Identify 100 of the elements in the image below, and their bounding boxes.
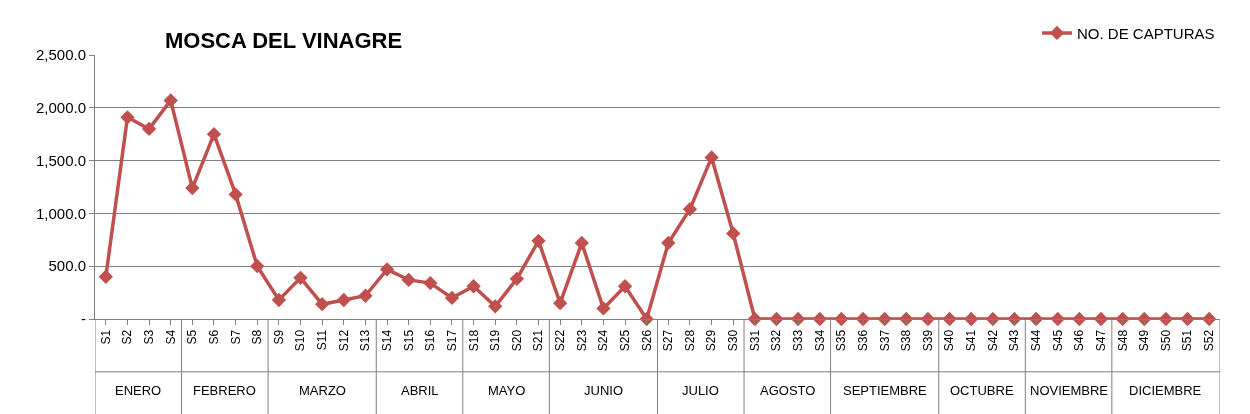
x-tick-label: S39 xyxy=(920,329,935,352)
x-tick-label: S13 xyxy=(358,329,373,352)
y-tick-label: 1,500.0 xyxy=(35,151,86,169)
point xyxy=(98,269,113,284)
x-tick-label: S45 xyxy=(1050,329,1065,352)
text: NOVIEMBRE xyxy=(1030,383,1109,398)
text: ABRIL xyxy=(401,383,439,398)
point xyxy=(531,233,546,249)
x-tick-label: S5 xyxy=(185,329,200,345)
x-tick-label: S38 xyxy=(899,329,914,352)
point xyxy=(423,275,438,291)
x-tick-label: S30 xyxy=(726,329,741,352)
x-tick-label: S2 xyxy=(120,329,135,345)
x-tick-label: S48 xyxy=(1115,329,1130,352)
text: OCTUBRE xyxy=(950,383,1014,398)
x-tick-label: S6 xyxy=(206,329,221,345)
point xyxy=(206,127,222,142)
point xyxy=(596,301,611,316)
point xyxy=(552,296,568,311)
x-tick-label: S15 xyxy=(401,329,416,352)
point xyxy=(1158,311,1174,327)
point xyxy=(574,235,589,251)
x-tick-label: S7 xyxy=(228,329,243,345)
legend-label: NO. DE CAPTURAS xyxy=(1077,24,1215,42)
point xyxy=(661,235,676,251)
x-tick-label: S1 xyxy=(98,329,113,345)
x-tick-label: S23 xyxy=(574,329,589,352)
x-tick-label: S44 xyxy=(1029,329,1044,352)
point xyxy=(704,150,719,165)
x-tick-label: S16 xyxy=(423,329,438,352)
x-tick-label: S35 xyxy=(834,329,849,352)
y-tick-label: 2,500.0 xyxy=(35,46,86,64)
x-tick-label: S24 xyxy=(596,329,611,352)
x-tick-label: S43 xyxy=(1007,329,1022,352)
y-tick-label: - xyxy=(81,310,86,328)
point xyxy=(509,271,525,287)
x-tick-label: S49 xyxy=(1137,329,1152,352)
x-tick-label: S19 xyxy=(488,329,503,352)
x-tick-label: S31 xyxy=(747,329,762,352)
text: MAYO xyxy=(488,383,526,398)
x-tick-label: S25 xyxy=(617,329,632,352)
point xyxy=(488,299,503,314)
x-tick-label: S26 xyxy=(639,329,654,352)
point xyxy=(293,270,308,285)
x-tick-label: S36 xyxy=(855,329,870,352)
point xyxy=(163,93,178,108)
x-tick-label: S3 xyxy=(141,329,156,345)
x-tick-label: S47 xyxy=(1093,329,1108,352)
point xyxy=(790,311,806,327)
x-tick-label: S50 xyxy=(1158,329,1173,352)
x-tick-label: S9 xyxy=(271,329,286,345)
point xyxy=(726,226,741,241)
x-tick-label: S29 xyxy=(704,329,719,352)
point xyxy=(855,311,871,327)
point xyxy=(271,292,287,308)
x-tick-label: S14 xyxy=(379,329,394,352)
point xyxy=(141,121,157,137)
x-tick-label: S21 xyxy=(531,329,546,352)
x-tick-label: S37 xyxy=(877,329,892,352)
x-tick-label: S20 xyxy=(509,329,524,352)
point xyxy=(228,187,243,202)
text: SEPTIEMBRE xyxy=(843,383,928,398)
text: DICIEMBRE xyxy=(1129,383,1202,398)
point xyxy=(358,288,373,303)
point xyxy=(444,290,460,306)
point xyxy=(379,262,395,277)
y-tick-label: 500.0 xyxy=(48,257,86,275)
x-tick-label: S46 xyxy=(1072,329,1087,352)
x-tick-label: S42 xyxy=(985,329,1000,352)
point xyxy=(1093,311,1109,327)
x-tick-label: S10 xyxy=(293,329,308,352)
point xyxy=(617,279,633,294)
x-tick-label: S18 xyxy=(466,329,481,352)
x-tick-label: S51 xyxy=(1180,329,1195,352)
x-tick-label: S22 xyxy=(553,329,568,352)
y-tick-label: 1,000.0 xyxy=(35,204,86,222)
point xyxy=(682,202,698,217)
y-tick-label: 2,000.0 xyxy=(35,99,86,117)
x-tick-label: S33 xyxy=(791,329,806,352)
point xyxy=(120,110,135,125)
x-tick-label: S27 xyxy=(661,329,676,352)
text: JULIO xyxy=(682,383,719,398)
x-tick-label: S40 xyxy=(942,329,957,352)
point xyxy=(466,279,481,294)
text: ENERO xyxy=(115,383,162,398)
text: AGOSTO xyxy=(760,383,816,398)
point xyxy=(401,272,416,288)
x-tick-label: S34 xyxy=(812,329,827,352)
point xyxy=(250,259,265,274)
x-tick-label: S41 xyxy=(964,329,979,352)
point xyxy=(920,311,936,327)
x-tick-label: S11 xyxy=(315,329,330,351)
x-tick-label: S52 xyxy=(1202,329,1217,352)
x-tick-label: S8 xyxy=(250,329,265,345)
x-tick-label: S28 xyxy=(682,329,697,352)
text: MARZO xyxy=(299,383,346,398)
text: JUNIO xyxy=(584,383,623,398)
x-tick-label: S12 xyxy=(336,329,351,352)
x-tick-label: S4 xyxy=(163,329,178,345)
point xyxy=(336,292,351,308)
